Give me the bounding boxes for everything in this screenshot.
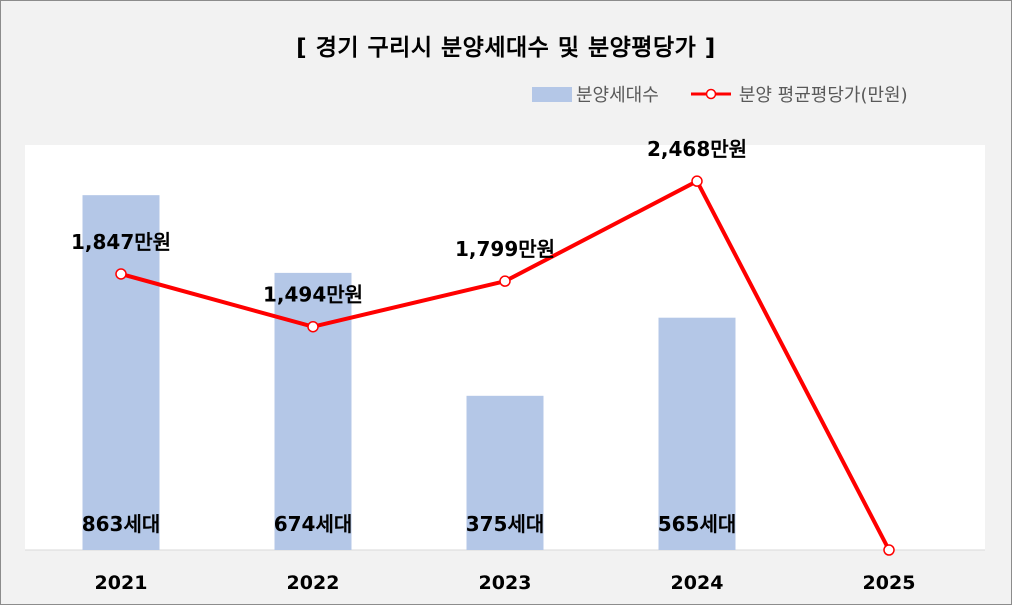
line-point-2022 — [307, 320, 319, 333]
bar-2022 — [274, 272, 352, 550]
x-tick-label: 2021 — [95, 572, 148, 594]
x-tick-label: 2023 — [479, 572, 532, 594]
x-tick-label: 2024 — [671, 572, 724, 594]
bar-data-label: 375세대 — [466, 512, 545, 536]
bar-2021 — [82, 195, 160, 551]
legend-line-swatch — [690, 88, 731, 100]
bar-2024 — [658, 317, 736, 550]
bar-data-label: 565세대 — [658, 512, 737, 536]
legend-line-label: 분양 평균평당가(만원) — [738, 85, 908, 106]
legend-bar-swatch — [532, 86, 572, 102]
chart-legend: 분양세대수 분양 평균평당가(만원) — [532, 82, 908, 106]
line-data-label: 2,468만원 — [647, 137, 747, 161]
bar-data-label: 863세대 — [82, 512, 161, 536]
bar-2023 — [466, 395, 544, 550]
line-point-2025 — [883, 544, 895, 556]
legend-bar-label: 분양세대수 — [576, 85, 659, 106]
x-tick-label: 2022 — [287, 572, 340, 594]
line-point-2021 — [115, 268, 127, 280]
line-point-2024 — [691, 175, 703, 187]
line-data-label: 1,494만원 — [263, 283, 363, 307]
line-point-2023 — [499, 275, 511, 287]
line-data-label: 1,847만원 — [71, 230, 171, 254]
chart-title: [ 경기 구리시 분양세대수 및 분양평당가 ] — [296, 35, 716, 61]
bar-data-label: 674세대 — [274, 512, 353, 536]
line-data-label: 1,799만원 — [455, 237, 555, 261]
x-tick-label: 2025 — [863, 572, 916, 594]
